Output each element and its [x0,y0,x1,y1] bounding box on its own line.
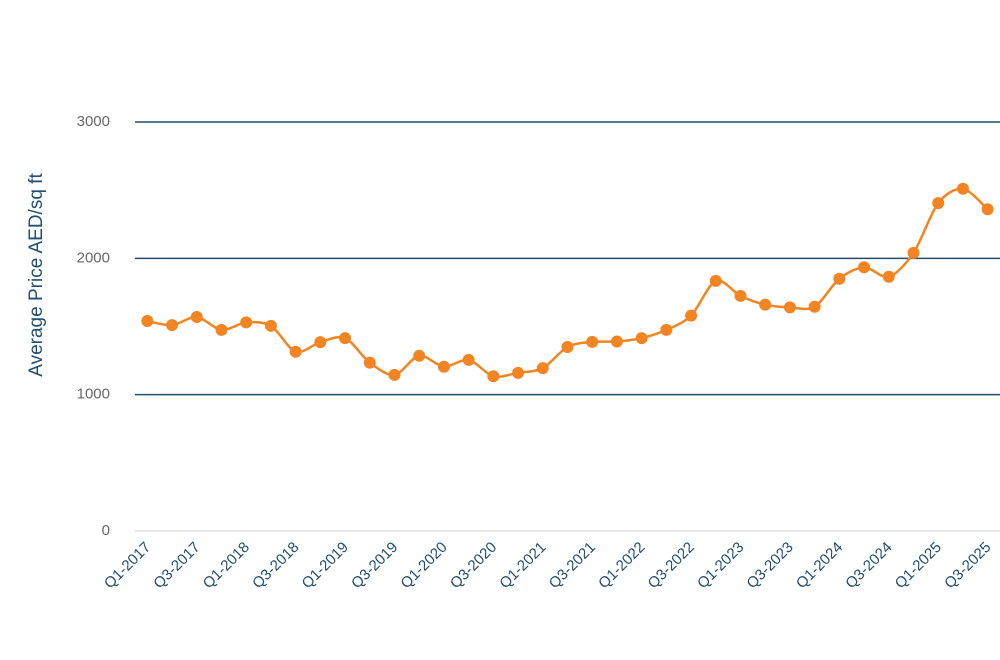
point [240,316,253,329]
point [882,270,895,283]
point [932,197,945,210]
point [388,368,401,381]
point [808,300,821,313]
point [660,323,673,336]
point [561,340,574,353]
point [956,182,969,195]
x-tick-label: Q3-2019 [348,539,401,592]
point [907,246,920,259]
y-axis-label: Average Price AED/sq ft [26,173,47,377]
point [462,353,475,366]
x-tick-label: Q1-2021 [496,539,549,592]
point [190,310,203,323]
point [858,261,871,274]
point [413,349,426,362]
x-tick-label: Q3-2020 [447,539,500,592]
x-tick-label: Q1-2022 [595,539,648,592]
point [141,315,154,328]
point [610,335,623,348]
point [783,301,796,314]
x-tick-label: Q3-2018 [249,539,302,592]
point [981,203,994,216]
y-tick-label: 3000 [77,113,110,130]
point [264,319,277,332]
point [635,332,648,345]
point [685,309,698,322]
point [734,289,747,302]
point [833,272,846,285]
x-tick-label: Q3-2025 [941,539,994,592]
y-tick-label: 1000 [77,386,110,403]
x-tick-label: Q1-2023 [694,539,747,592]
y-tick-label: 0 [102,522,110,539]
x-tick-label: Q3-2024 [842,539,895,592]
point [215,323,228,336]
x-tick-label: Q3-2021 [546,539,599,592]
x-tick-label: Q3-2022 [645,539,698,592]
point [437,360,450,373]
x-tick-label: Q1-2024 [793,539,846,592]
y-tick-label: 2000 [77,249,110,266]
x-tick-label: Q1-2020 [397,539,450,592]
x-tick-label: Q1-2019 [299,539,352,592]
point [363,356,376,369]
point [586,335,599,348]
point [314,336,327,349]
x-tick-label: Q3-2023 [743,539,796,592]
point [759,298,772,311]
point [289,345,302,358]
x-tick-label: Q1-2017 [101,539,154,592]
point [512,366,525,379]
point [339,332,352,345]
point [166,319,179,332]
point [709,274,722,287]
x-tick-label: Q1-2025 [892,539,945,592]
point [536,362,549,375]
x-tick-label: Q1-2018 [200,539,253,592]
point [487,370,500,383]
x-tick-label: Q3-2017 [150,539,203,592]
